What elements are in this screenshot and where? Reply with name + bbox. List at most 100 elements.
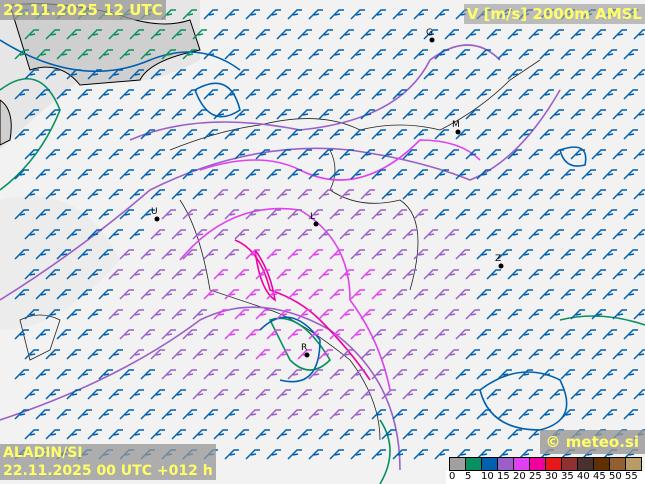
wind-barb-icon [45, 29, 60, 40]
wind-barb-icon [539, 129, 554, 140]
wind-barb-icon [318, 29, 333, 40]
wind-barb-icon [129, 229, 144, 240]
wind-barb-icon [434, 49, 449, 60]
wind-barb-icon [171, 29, 186, 40]
wind-barb-icon [182, 369, 197, 380]
wind-barb-icon [192, 149, 207, 160]
wind-barb-icon [98, 89, 113, 100]
wind-barb-icon [360, 69, 375, 80]
wind-barb-icon [318, 429, 333, 440]
wind-barb-icon [24, 269, 39, 280]
wind-barb-icon [77, 169, 92, 180]
wind-barb-icon [150, 109, 165, 120]
wind-barb-icon [308, 9, 323, 20]
wind-barb-icon [297, 149, 312, 160]
wind-barb-icon [45, 69, 60, 80]
wind-barb-icon [581, 49, 596, 60]
wind-barb-icon [507, 349, 522, 360]
wind-barb-icon [455, 209, 470, 220]
wind-barb-icon [633, 229, 645, 240]
city-dot-icon [429, 37, 435, 43]
hatched-area [0, 3, 201, 146]
wind-barb-icon [591, 189, 606, 200]
wind-barb-icon [87, 149, 102, 160]
wind-barb-icon [119, 289, 134, 300]
city-label: L [310, 212, 315, 222]
wind-barb-icon [203, 209, 218, 220]
wind-barb-icon [203, 49, 218, 60]
wind-barb-icon [192, 69, 207, 80]
wind-barb-icon [413, 169, 428, 180]
wind-barb-icon [371, 329, 386, 340]
wind-barb-icon [171, 149, 186, 160]
wind-barb-icon [560, 49, 575, 60]
wind-barb-icon [140, 249, 155, 260]
copyright-label: © meteo.si [539, 430, 645, 454]
wind-barb-icon [612, 269, 627, 280]
wind-barb-icon [476, 49, 491, 60]
wind-barb-icon [276, 389, 291, 400]
wind-barb-icon [570, 389, 585, 400]
wind-barb-icon [434, 129, 449, 140]
wind-barb-icon [444, 349, 459, 360]
wind-barb-icon [392, 49, 407, 60]
wind-barb-icon [339, 149, 354, 160]
wind-barb-icon [539, 289, 554, 300]
wind-barb-icon [602, 89, 617, 100]
wind-barb-icon [350, 449, 365, 460]
wind-barb-icon [24, 109, 39, 120]
wind-barb-icon [392, 409, 407, 420]
wind-barb-icon [486, 189, 501, 200]
city-label: U [151, 207, 158, 217]
legend-tick: 55 [625, 471, 638, 482]
wind-barb-icon [339, 69, 354, 80]
legend-tick: 20 [513, 471, 526, 482]
wind-barb-icon [224, 329, 239, 340]
wind-barb-icon [444, 189, 459, 200]
wind-barb-icon [581, 249, 596, 260]
wind-barb-icon [192, 389, 207, 400]
wind-barb-icon [444, 69, 459, 80]
legend-ticks: 0 5 10 15 20 25 30 35 40 45 50 55 [446, 471, 645, 484]
wind-barb-icon [528, 69, 543, 80]
legend-swatch [562, 458, 578, 470]
wind-barb-icon [497, 169, 512, 180]
wind-barb-icon [108, 309, 123, 320]
wind-barb-icon [234, 229, 249, 240]
wind-barb-icon [192, 269, 207, 280]
wind-barb-icon [287, 449, 302, 460]
wind-barb-icon [350, 169, 365, 180]
wind-barb-icon [192, 109, 207, 120]
wind-barb-icon [581, 289, 596, 300]
wind-barb-icon [77, 129, 92, 140]
wind-barb-icon [234, 109, 249, 120]
wind-barb-icon [161, 249, 176, 260]
wind-barb-icon [371, 409, 386, 420]
wind-barb-icon [234, 349, 249, 360]
wind-barb-icon [87, 349, 102, 360]
wind-barb-icon [413, 49, 428, 60]
wind-barb-icon [381, 349, 396, 360]
wind-barb-icon [45, 429, 60, 440]
wind-barb-icon [413, 329, 428, 340]
wind-barb-icon [423, 29, 438, 40]
wind-barb-icon [318, 149, 333, 160]
wind-barb-icon [108, 389, 123, 400]
wind-barb-icon [276, 29, 291, 40]
wind-barb-icon [623, 329, 638, 340]
wind-barb-icon [35, 169, 50, 180]
wind-barb-icon [98, 169, 113, 180]
wind-barb-icon [66, 29, 81, 40]
wind-barb-icon [224, 49, 239, 60]
wind-barb-icon [392, 209, 407, 220]
wind-barb-icon [266, 329, 281, 340]
wind-barb-icon [255, 309, 270, 320]
wind-barb-icon [35, 49, 50, 60]
wind-barb-icon [329, 329, 344, 340]
wind-barb-icon [392, 9, 407, 20]
wind-barb-icon [360, 229, 375, 240]
wind-barb-icon [612, 149, 627, 160]
wind-barb-icon [455, 329, 470, 340]
wind-barb-icon [360, 429, 375, 440]
wind-barb-icon [266, 89, 281, 100]
